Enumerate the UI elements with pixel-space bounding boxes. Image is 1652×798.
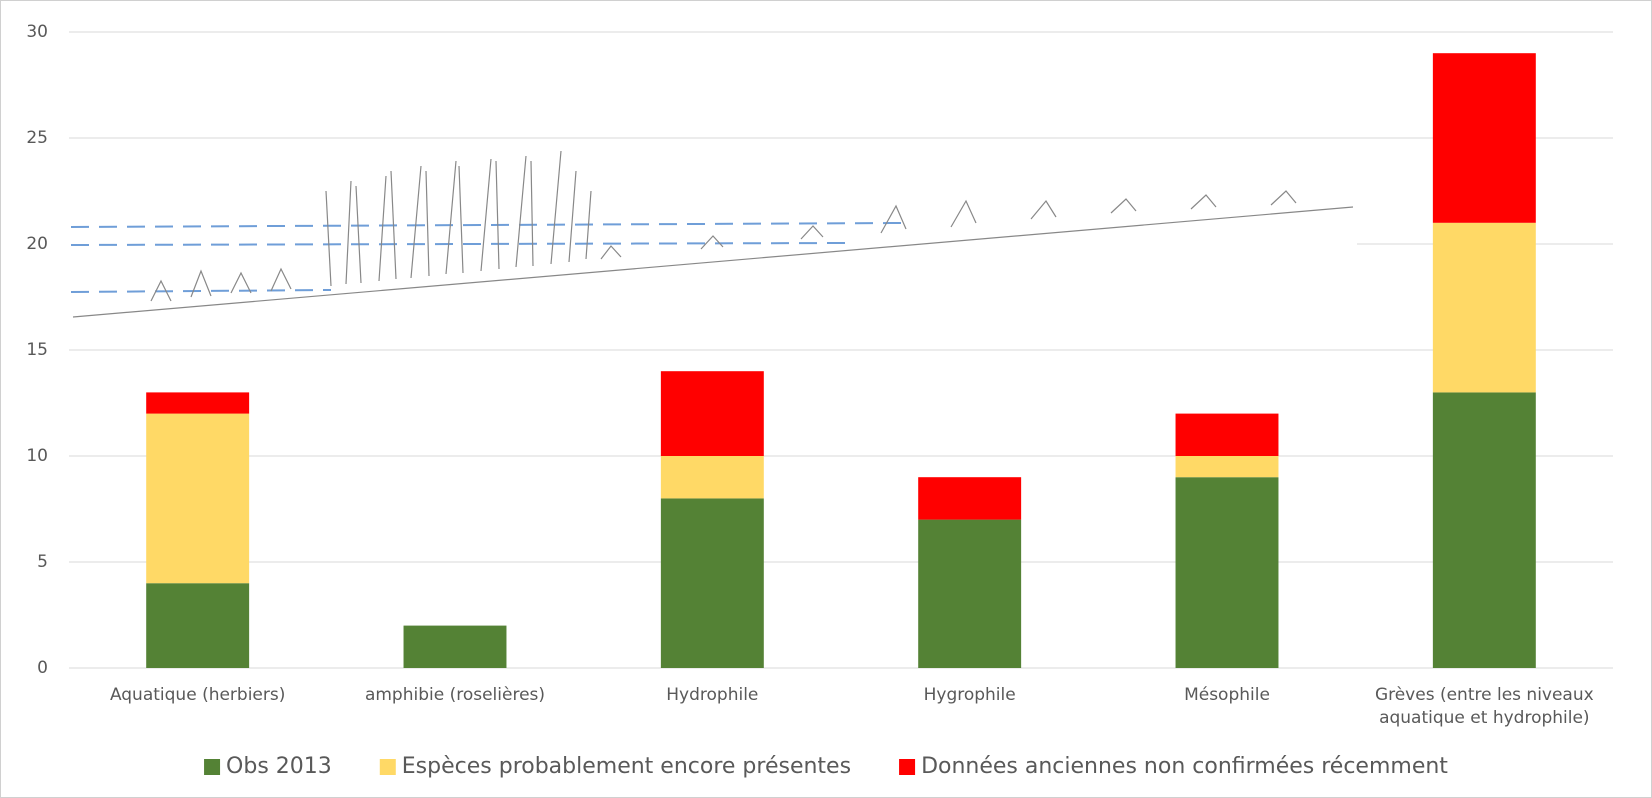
- bar-segment: [1175, 456, 1279, 478]
- x-tick-label: Hygrophile: [923, 685, 1016, 705]
- legend-swatch: [899, 759, 916, 775]
- illustration-background: [67, 141, 1357, 311]
- x-tick-label: Hydrophile: [666, 685, 759, 705]
- bar-segment: [1175, 477, 1279, 668]
- y-tick-label: 15: [26, 340, 48, 360]
- x-tick-label: Grèves (entre les niveaux aquatique et h…: [1374, 685, 1594, 728]
- legend-swatch: [204, 759, 221, 775]
- bar-segment: [1432, 53, 1536, 223]
- y-tick-label: 10: [26, 446, 48, 466]
- bar-segment: [660, 371, 764, 456]
- y-tick-label: 5: [37, 552, 48, 572]
- bar-segment: [918, 477, 1022, 520]
- water-level: [70, 242, 852, 246]
- water-level: [70, 289, 332, 293]
- y-tick-label: 0: [37, 658, 48, 678]
- plot: 0 5 10 15 20 25 30 Obs 2013 Espèces probablement…: [26, 22, 1536, 779]
- illustration: [67, 141, 1357, 318]
- bar-segment: [146, 413, 250, 584]
- bar-segment: [403, 625, 507, 668]
- slope-line: [72, 206, 1354, 318]
- legend-label: Obs 2013: [226, 754, 332, 779]
- bar-segment: [660, 456, 764, 499]
- y-tick-label: 30: [26, 22, 48, 42]
- legend-label: Espèces probablement encore présentes: [402, 754, 851, 779]
- bar-segment: [1432, 392, 1536, 668]
- bar-segment: [660, 498, 764, 668]
- bar-segment: [918, 519, 1022, 668]
- y-tick-label: 25: [26, 128, 48, 148]
- reeds: [325, 150, 592, 287]
- plants: [150, 190, 1297, 302]
- legend-swatch: [379, 759, 396, 775]
- grid: [69, 31, 1613, 669]
- bar-segment: [1432, 222, 1536, 393]
- y-tick-label: 20: [26, 234, 48, 254]
- bar-segment: [146, 392, 250, 414]
- x-tick-label: Mésophile: [1184, 685, 1270, 705]
- legend-label: Données anciennes non confirmées récemme…: [921, 754, 1448, 779]
- bar-segment: [146, 583, 250, 668]
- x-tick-label: Aquatique (herbiers): [109, 685, 286, 705]
- x-tick-label: amphibie (roselières): [364, 685, 546, 705]
- bar-segment: [1175, 413, 1279, 456]
